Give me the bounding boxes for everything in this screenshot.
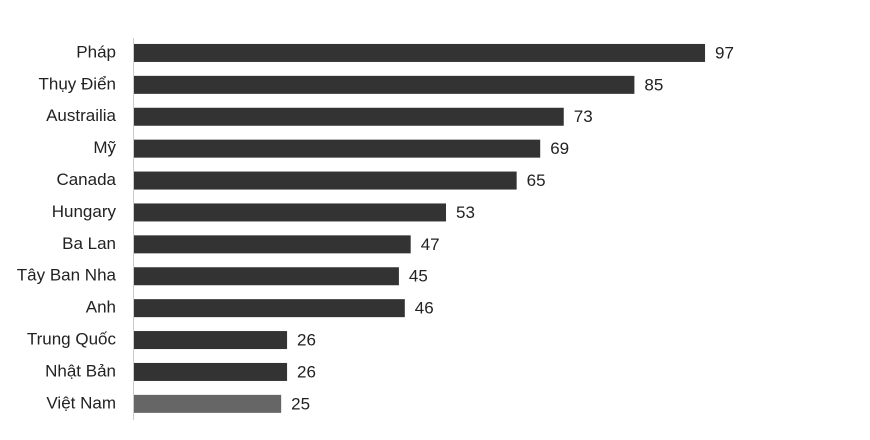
category-label: Ba Lan	[62, 234, 116, 253]
bar	[134, 107, 564, 126]
value-label: 65	[527, 171, 546, 190]
value-label: 45	[409, 267, 428, 286]
category-label: Tây Ban Nha	[17, 266, 117, 285]
category-label: Trung Quốc	[27, 330, 117, 349]
bar	[134, 267, 399, 286]
category-label: Thụy Điển	[39, 74, 116, 93]
value-label: 26	[297, 362, 316, 381]
category-label: Anh	[86, 298, 116, 317]
bar	[134, 203, 447, 222]
category-label: Austrailia	[46, 106, 116, 125]
bar	[134, 331, 288, 350]
bar	[134, 299, 405, 318]
category-label: Việt Nam	[46, 393, 116, 412]
value-label: 46	[415, 299, 434, 318]
value-label: 25	[291, 394, 310, 413]
bar	[134, 139, 541, 158]
bar	[134, 171, 517, 190]
category-label: Nhật Bản	[45, 361, 116, 380]
bar	[134, 75, 635, 94]
bar	[134, 394, 282, 413]
value-label: 47	[421, 235, 440, 254]
value-label: 97	[715, 43, 734, 62]
value-label: 53	[456, 203, 475, 222]
category-label: Pháp	[76, 42, 116, 61]
value-label: 69	[550, 139, 569, 158]
category-label: Mỹ	[93, 138, 116, 157]
bar	[134, 362, 288, 381]
value-label: 26	[297, 331, 316, 350]
bar	[134, 235, 411, 254]
category-label: Hungary	[52, 202, 117, 221]
value-label: 85	[644, 75, 663, 94]
value-label: 73	[574, 107, 593, 126]
bar	[134, 43, 706, 62]
category-label: Canada	[56, 170, 116, 189]
